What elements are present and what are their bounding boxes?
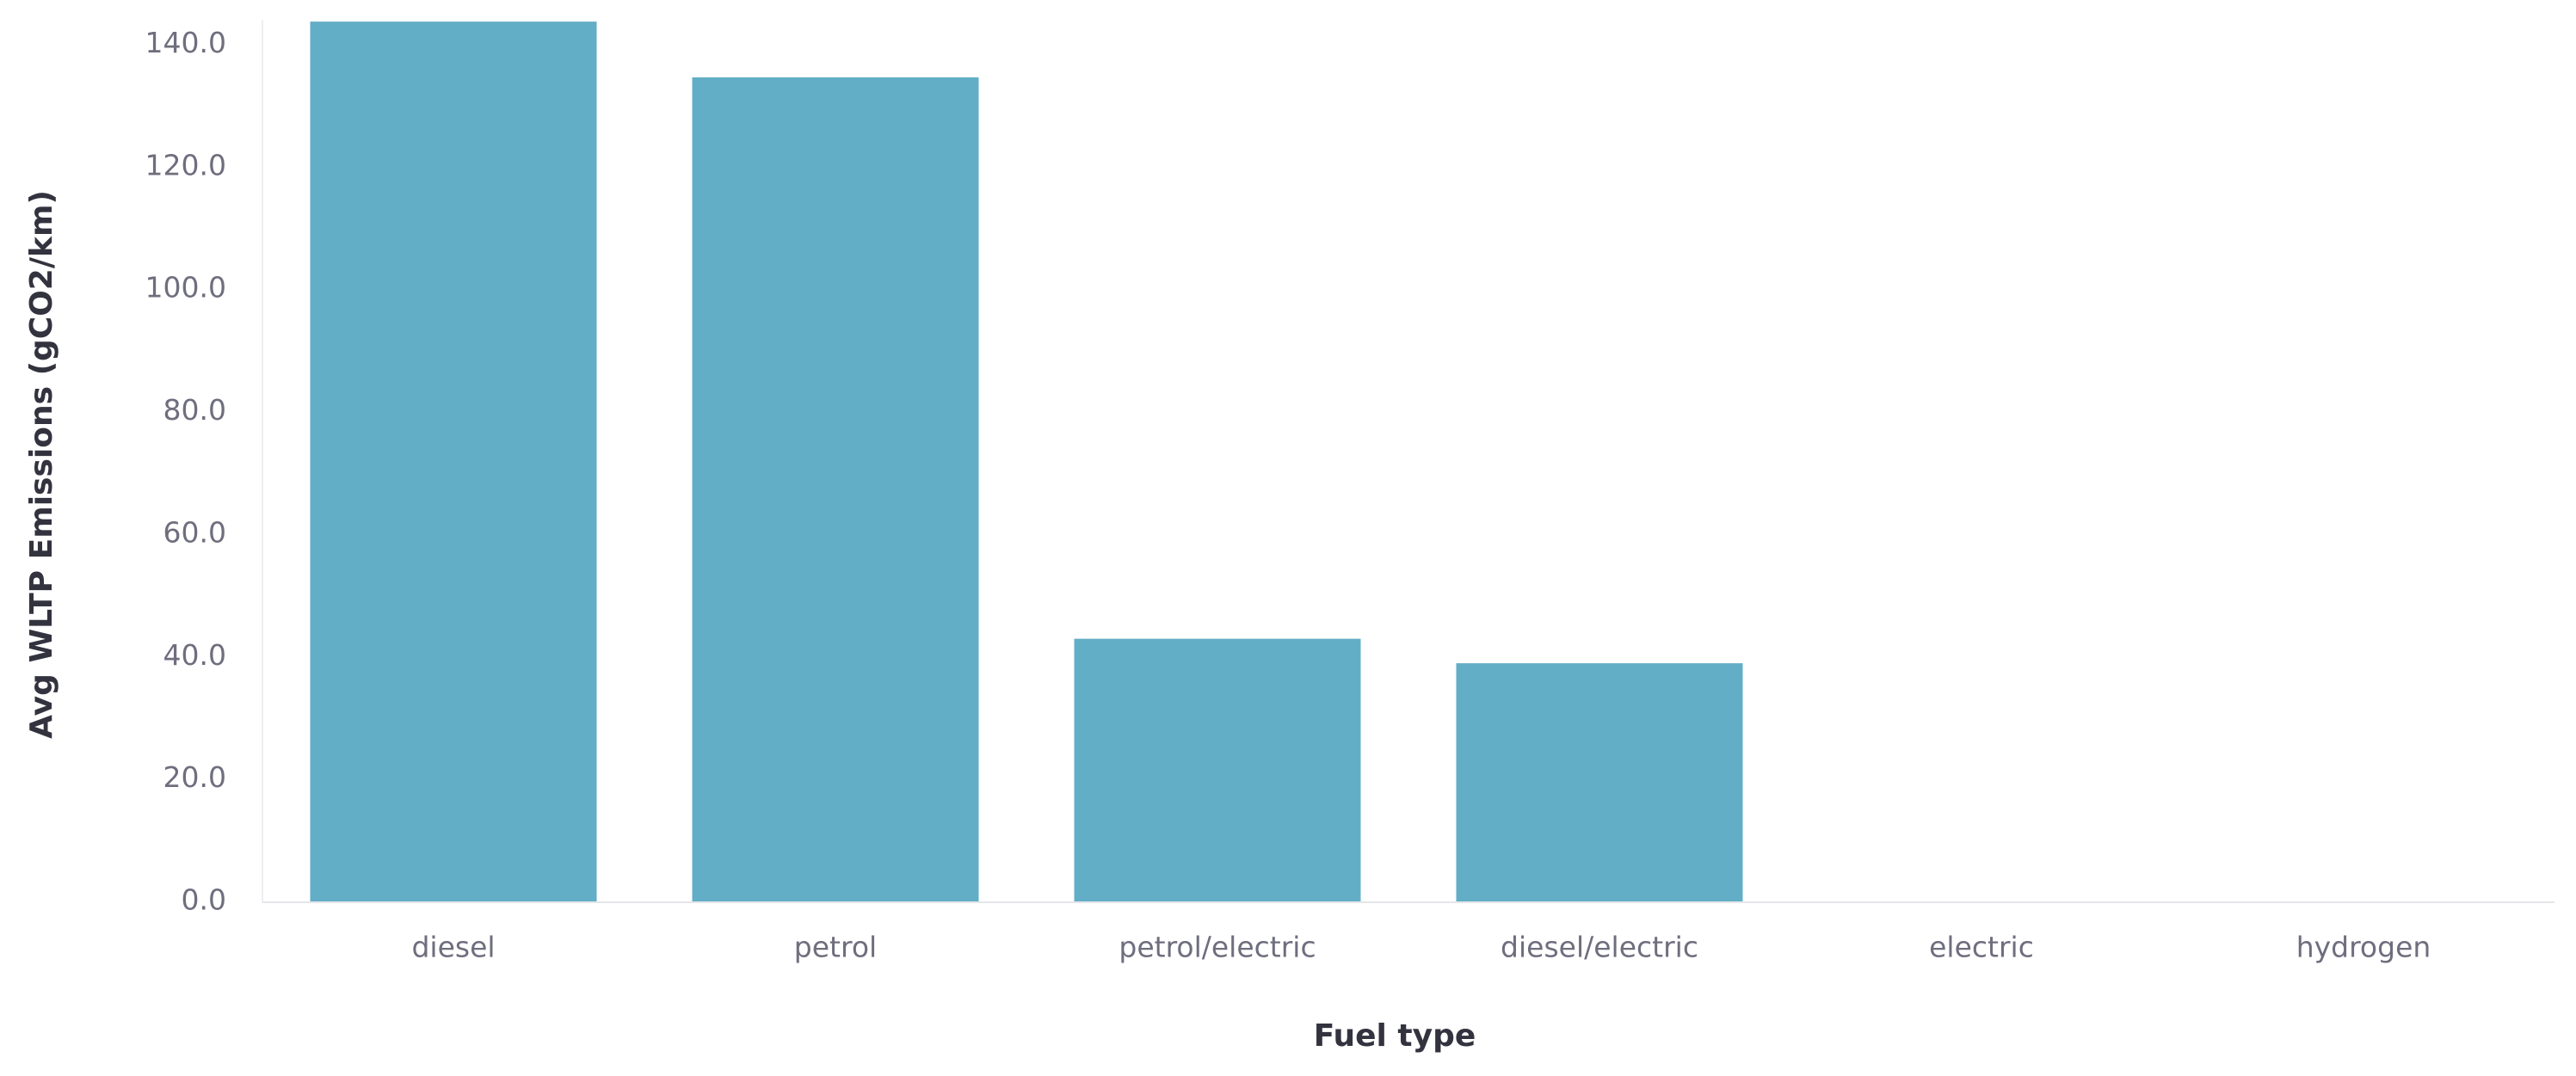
y-tick-label: 60.0 — [163, 515, 226, 549]
y-tick-label: 120.0 — [145, 148, 226, 181]
y-tick-label: 80.0 — [163, 393, 226, 427]
bar — [1456, 663, 1743, 901]
x-tick-label: hydrogen — [2296, 931, 2431, 964]
x-tick-label: diesel — [411, 931, 495, 964]
y-tick-label: 100.0 — [145, 271, 226, 304]
bar — [1074, 638, 1361, 901]
x-tick-label: electric — [1929, 931, 2034, 964]
bar — [692, 77, 979, 901]
y-axis-title: Avg WLTP Emissions (gCO2/km) — [24, 190, 59, 739]
x-axis-title: Fuel type — [1314, 1018, 1476, 1054]
x-tick-label: petrol — [794, 931, 877, 964]
bar — [310, 22, 597, 901]
x-tick-label: petrol/electric — [1119, 931, 1316, 964]
y-tick-label: 20.0 — [163, 760, 226, 794]
y-tick-label: 140.0 — [145, 26, 226, 59]
y-tick-label: 0.0 — [182, 883, 226, 917]
y-tick-label: 40.0 — [163, 638, 226, 672]
x-tick-label: diesel/electric — [1501, 931, 1698, 964]
